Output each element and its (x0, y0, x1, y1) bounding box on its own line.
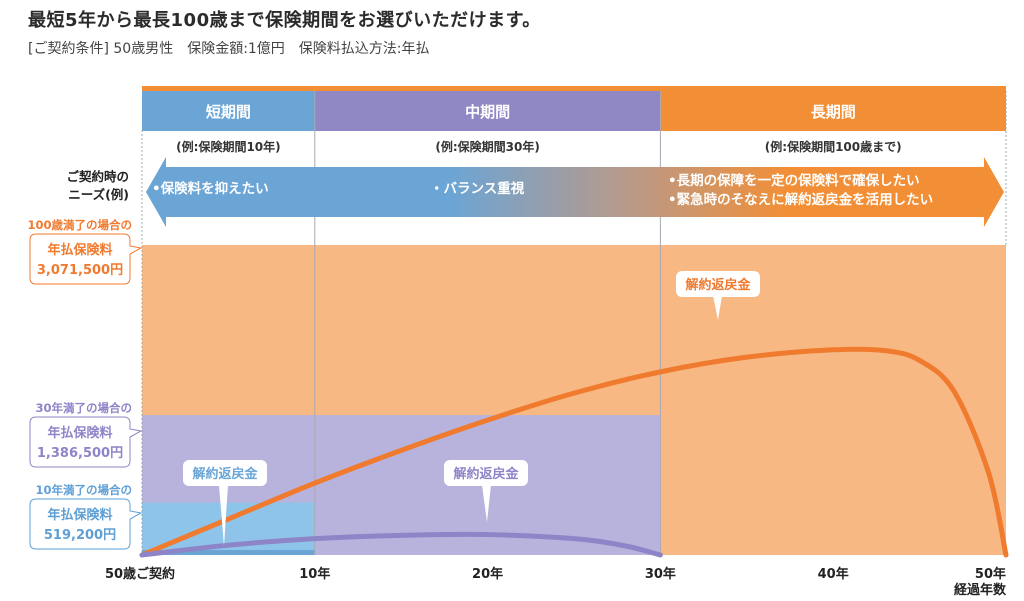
period-header-mid (314, 91, 661, 131)
callout-box (183, 460, 267, 486)
callout-short-surrender: 解約返戻金 (183, 460, 267, 546)
period-example-long: (例:保険期間100歳まで) (765, 139, 902, 154)
period-label-short: 短期間 (206, 103, 251, 121)
short-curve-baseline (142, 550, 315, 555)
needs-short-text: •保険料を抑えたい (152, 180, 269, 197)
premium-caption: 30年満了の場合の (35, 401, 132, 415)
premium-amount: 1,386,500円 (37, 446, 123, 461)
needs-mid-text: ・バランス重視 (430, 180, 525, 197)
period-example-mid: (例:保険期間30年) (435, 139, 539, 154)
premium-caption: 10年満了の場合の (35, 483, 132, 497)
premium-amount: 519,200円 (44, 528, 116, 543)
curve-long-surrender (139, 346, 1009, 558)
period-label-mid: 中期間 (465, 103, 510, 121)
premium-box (29, 498, 143, 550)
callout-pointer (482, 485, 491, 522)
callout-box (444, 460, 528, 486)
x-axis-label: 経過年数 (954, 582, 1007, 598)
callout-box (676, 271, 760, 297)
callout-mid-surrender: 解約返戻金 (444, 460, 528, 522)
x-tick-label: 50年 (975, 566, 1006, 582)
callout-label: 解約返戻金 (452, 466, 519, 482)
period-label-long: 長期間 (811, 103, 856, 121)
needs-long-text-1: •長期の保障を一定の保険料で確保したい (668, 172, 920, 189)
premium-caption: 100歳満了の場合の (27, 218, 132, 232)
premium-label: 年払保険料 (47, 242, 112, 258)
needs-label-line1: ご契約時の (66, 169, 129, 184)
period-example-short: (例:保険期間10年) (176, 139, 280, 154)
needs-label-line2: ニーズ(例) (68, 187, 129, 202)
needs-arrow (146, 157, 1004, 227)
x-tick-label: 40年 (818, 566, 849, 582)
premium-label: 年払保険料 (47, 507, 112, 523)
x-tick-label: 30年 (645, 566, 676, 582)
premium-box (29, 233, 143, 285)
period-header-short (142, 91, 315, 131)
x-tick-label: 50歳ご契約 (105, 566, 175, 582)
callout-label: 解約返戻金 (684, 277, 751, 293)
callout-pointer (219, 485, 228, 546)
needs-long-text-2: •緊急時のそなえに解約返戻金を活用したい (668, 191, 933, 208)
x-tick-label: 20年 (472, 566, 503, 582)
callout-pointer (713, 296, 722, 320)
curve-mid-surrender (139, 531, 663, 558)
callout-long-surrender: 解約返戻金 (676, 271, 760, 320)
premium-box (29, 416, 143, 468)
premium-label: 年払保険料 (47, 425, 112, 441)
premium-amount: 3,071,500円 (37, 263, 123, 278)
needs-arrow-shape (146, 157, 1004, 227)
period-header-long (660, 91, 1006, 131)
x-tick-label: 10年 (299, 566, 330, 582)
callout-label: 解約返戻金 (191, 466, 258, 482)
page-title: 最短5年から最長100歳まで保険期間をお選びいただけます。 (28, 10, 541, 31)
contract-conditions: [ご契約条件] 50歳男性 保険金額:1億円 保険料払込方法:年払 (28, 41, 430, 57)
top-rule (142, 86, 1006, 91)
